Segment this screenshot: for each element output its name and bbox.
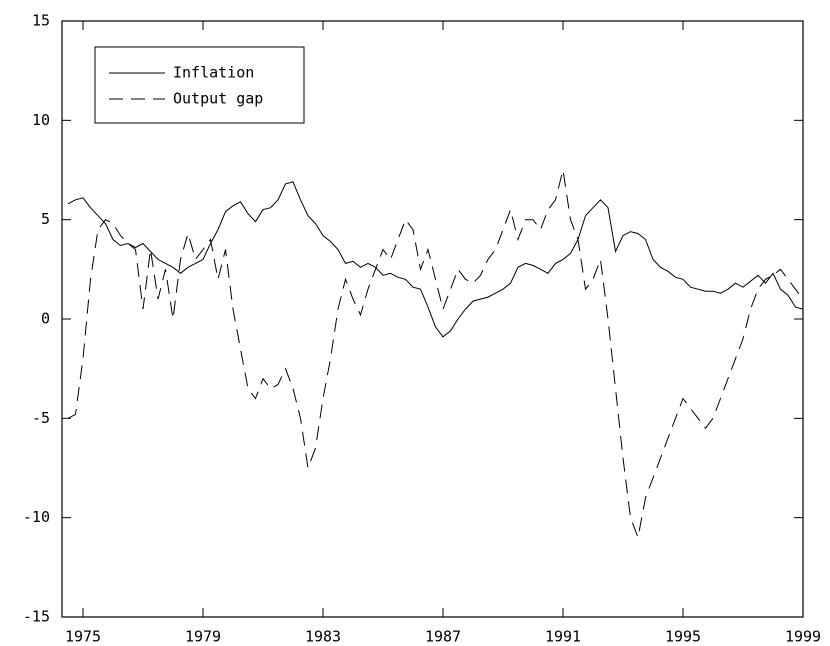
- x-tick-label: 1991: [545, 628, 581, 646]
- x-tick-label: 1995: [665, 628, 701, 646]
- y-tick-label: -15: [23, 608, 50, 626]
- legend-label: Output gap: [173, 90, 263, 108]
- x-tick-label: 1979: [185, 628, 221, 646]
- y-tick-label: -5: [32, 409, 50, 427]
- y-tick-label: 5: [41, 210, 50, 228]
- y-tick-label: -10: [23, 508, 50, 526]
- x-tick-label: 1999: [785, 628, 821, 646]
- x-tick-label: 1983: [305, 628, 341, 646]
- y-tick-label: 0: [41, 310, 50, 328]
- y-tick-label: 10: [32, 111, 50, 129]
- series-line: [67, 181, 804, 338]
- y-tick-label: 15: [32, 12, 50, 30]
- x-tick-label: 1987: [425, 628, 461, 646]
- x-tick-label: 1975: [65, 628, 101, 646]
- series-line: [67, 169, 804, 540]
- legend-label: Inflation: [173, 64, 254, 82]
- legend-box: [94, 46, 305, 124]
